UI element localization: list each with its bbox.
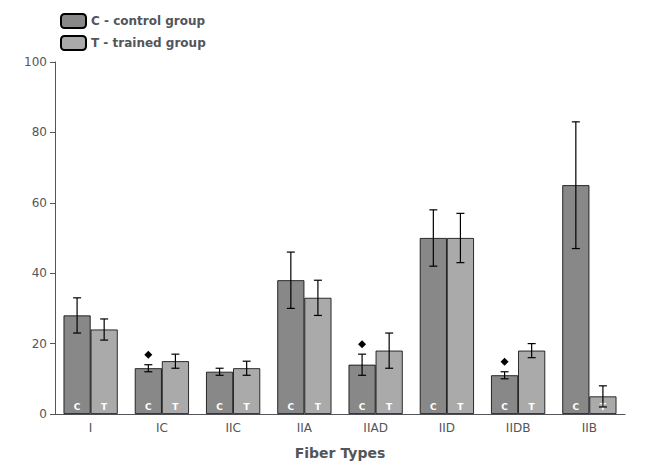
svg-text:T: T [386, 402, 393, 412]
svg-text:C: C [145, 402, 152, 412]
svg-text:C - control group: C - control group [91, 14, 206, 28]
svg-text:80: 80 [32, 125, 47, 139]
svg-text:IIB: IIB [582, 421, 597, 435]
svg-text:Fiber Types: Fiber Types [295, 445, 386, 461]
svg-text:60: 60 [32, 196, 47, 210]
svg-text:T: T [315, 402, 322, 412]
svg-text:T: T [529, 402, 536, 412]
svg-text:C: C [74, 402, 81, 412]
svg-text:T: T [457, 402, 464, 412]
svg-text:100: 100 [24, 55, 47, 69]
svg-text:IID: IID [439, 421, 455, 435]
svg-text:T: T [101, 402, 108, 412]
svg-text:C: C [573, 402, 580, 412]
svg-text:20: 20 [32, 337, 47, 351]
svg-text:T: T [172, 402, 179, 412]
svg-text:40: 40 [32, 266, 47, 280]
svg-text:T - trained group: T - trained group [91, 36, 206, 50]
svg-text:C: C [216, 402, 223, 412]
svg-text:IIC: IIC [225, 421, 240, 435]
svg-text:C: C [288, 402, 295, 412]
svg-text:0: 0 [39, 407, 47, 421]
svg-text:C: C [501, 402, 508, 412]
svg-text:T: T [599, 401, 606, 412]
svg-text:IIAD: IIAD [363, 421, 388, 435]
svg-text:T: T [244, 402, 251, 412]
svg-text:C: C [430, 402, 437, 412]
svg-text:IIA: IIA [297, 421, 313, 435]
svg-text:I: I [89, 421, 93, 435]
svg-text:IC: IC [156, 421, 168, 435]
svg-text:IIDB: IIDB [506, 421, 531, 435]
svg-text:C: C [359, 402, 366, 412]
